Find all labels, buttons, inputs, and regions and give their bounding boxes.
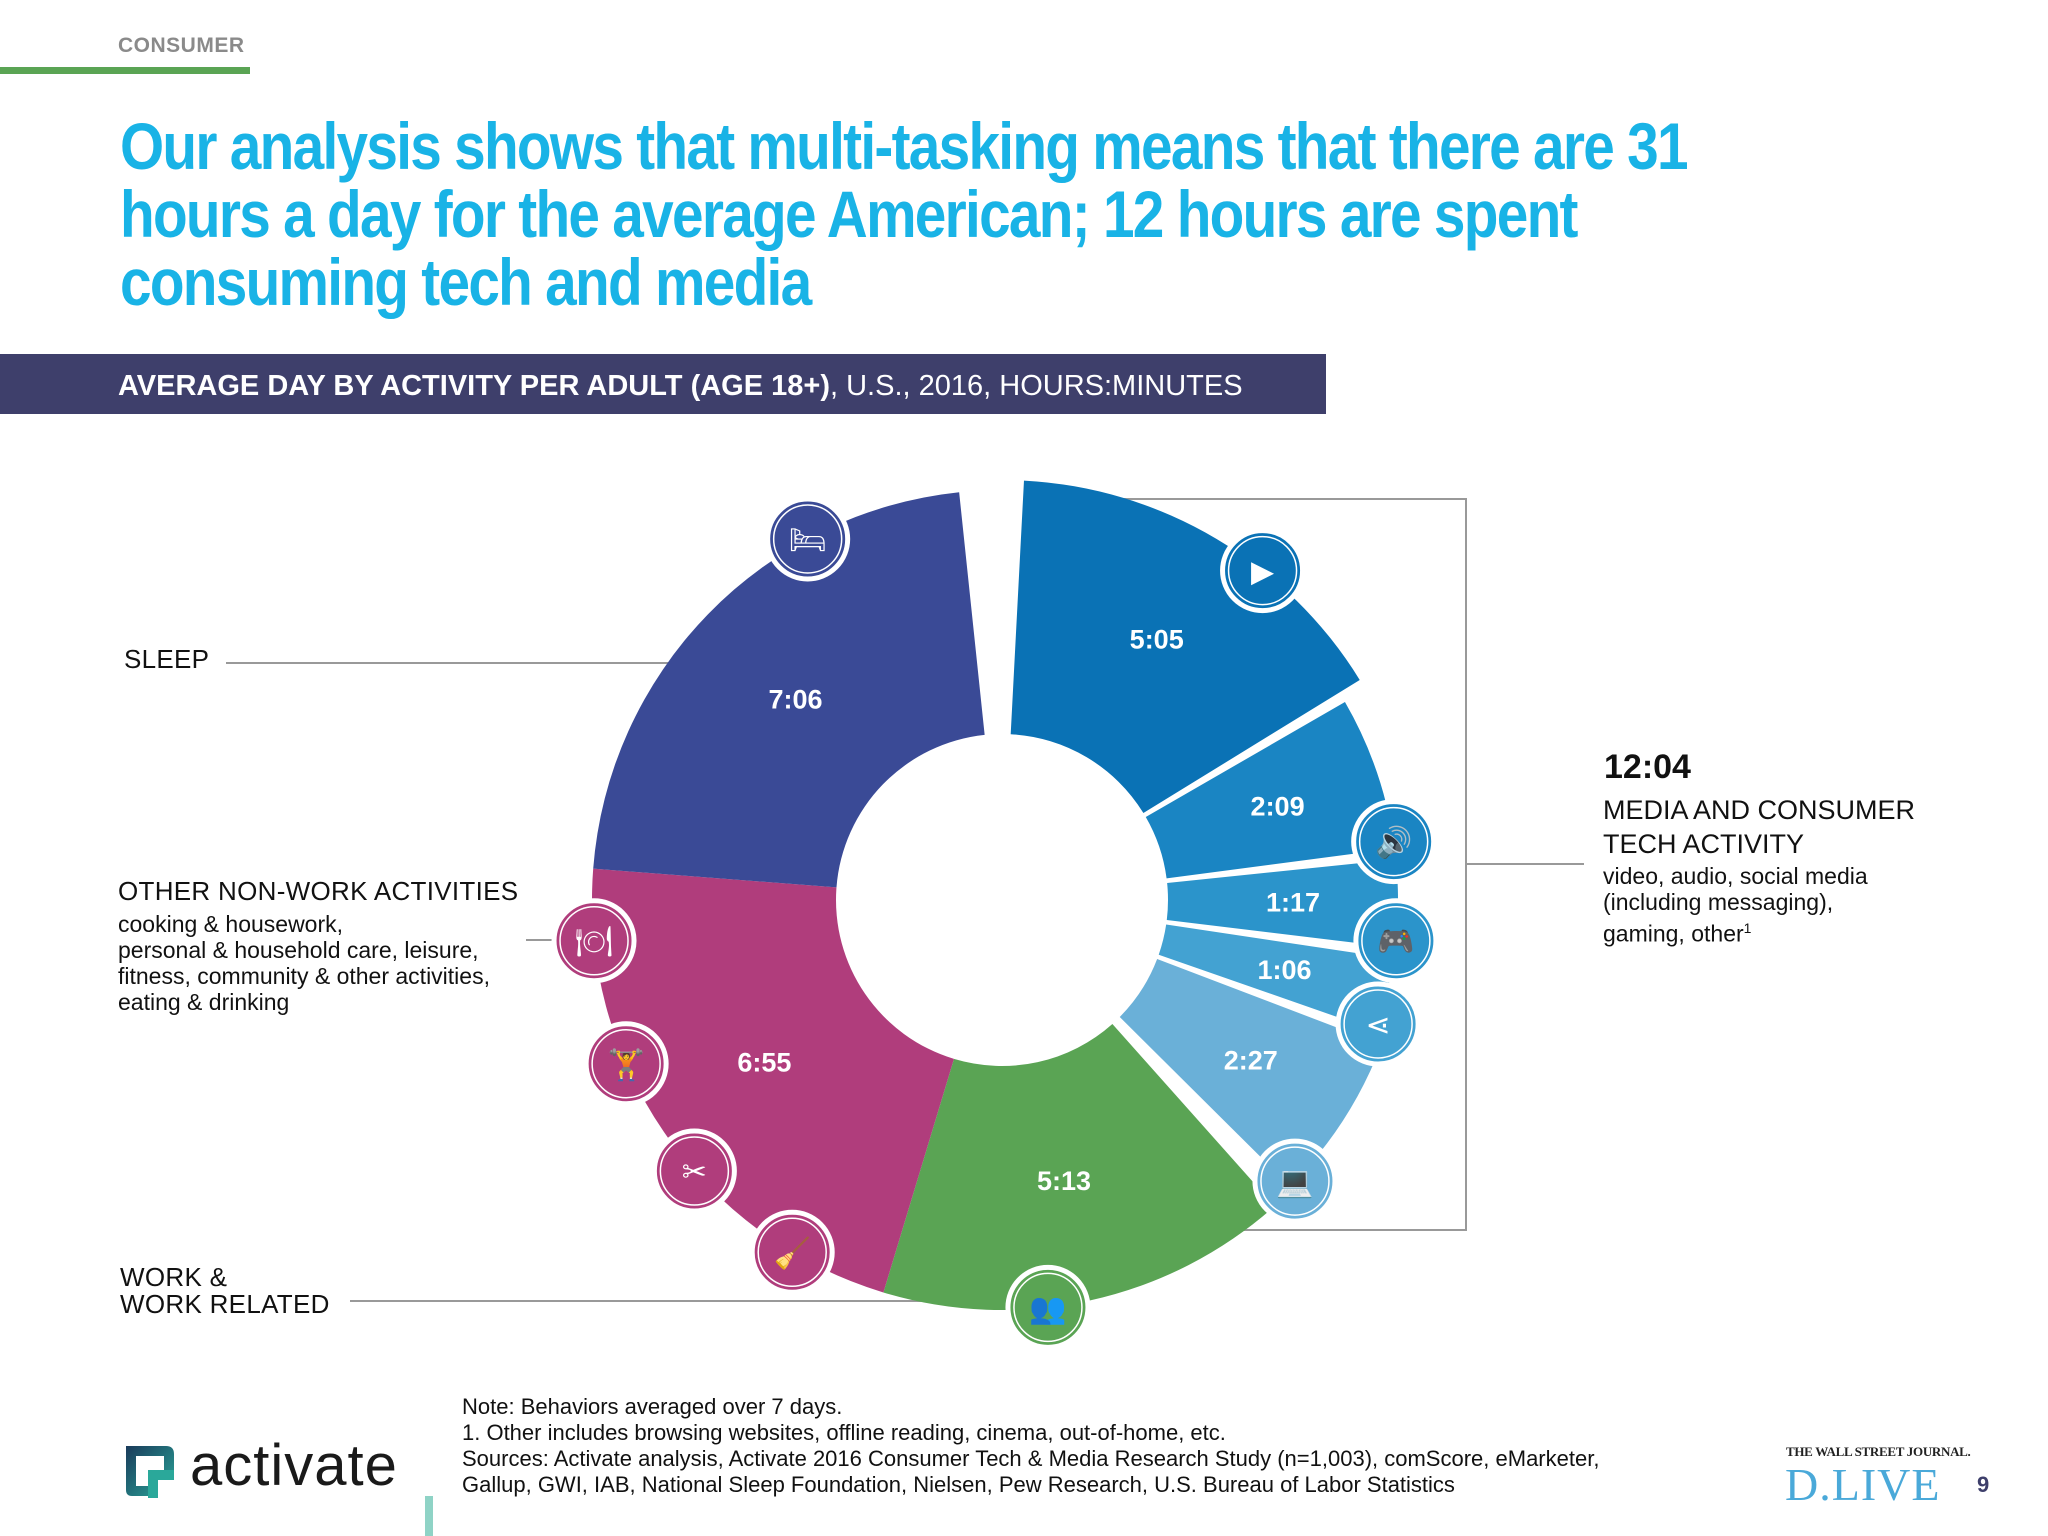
svg-text:🍽: 🍽 [575,925,613,960]
svg-text:🛏: 🛏 [789,523,827,558]
dining-icon: 🍽 [551,898,637,984]
slice-value-label: 2:09 [1251,792,1305,822]
meeting-icon: 👥 [1005,1264,1091,1350]
laptop-icon: 💻 [1252,1138,1338,1224]
slice-value-label: 1:06 [1257,955,1311,985]
audio-icon: 🔊 [1351,799,1437,885]
media-total: 12:04 [1604,748,1691,786]
cleaning-icon: 🧹 [749,1209,835,1295]
note-line: Note: Behaviors averaged over 7 days. [462,1394,843,1419]
svg-text:🧹: 🧹 [774,1235,811,1271]
svg-text:⋖: ⋖ [1366,1008,1391,1043]
sources-line1: Sources: Activate analysis, Activate 201… [462,1446,1600,1471]
svg-text:🏋: 🏋 [607,1047,644,1083]
chart-subtitle: AVERAGE DAY BY ACTIVITY PER ADULT (AGE 1… [118,370,1243,403]
activate-logo-icon [126,1446,174,1498]
media-sub-line2: (including messaging), [1603,889,1834,915]
slice-value-label: 6:55 [737,1048,791,1078]
page-number: 9 [1977,1472,1990,1497]
media-title-line1: MEDIA AND CONSUMER [1603,795,1916,825]
slice-1-17 [1166,859,1398,948]
svg-text:👥: 👥 [1029,1291,1066,1326]
dlive-wordmark: D.LIVE [1785,1459,1941,1510]
slice-value-label: 5:13 [1037,1166,1091,1196]
footnote-marker: 1 [1743,920,1752,936]
media-sub-line3-text: gaming, other [1603,920,1744,947]
accent-bar [425,1496,433,1536]
footer-notes: Note: Behaviors averaged over 7 days. 1.… [462,1394,1599,1498]
wsj-wordmark: THE WALL STREET JOURNAL. [1786,1444,1971,1459]
chart-banner [0,354,1326,414]
media-sub: video, audio, social media (including me… [1603,863,1868,947]
media-sub-line1: video, audio, social media [1603,863,1868,889]
svg-text:✂: ✂ [682,1155,707,1190]
bed-icon: 🛏 [765,496,851,582]
media-sub-line3: gaming, other1 [1603,915,1868,947]
video-icon: ▶ [1220,528,1306,614]
svg-text:▶: ▶ [1251,555,1274,590]
fitness-icon: 🏋 [583,1021,669,1107]
work-label: WORK & WORK RELATED [120,1264,330,1318]
slice-7-06 [593,492,985,888]
slice-value-label: 1:17 [1266,888,1320,918]
media-title: MEDIA AND CONSUMER TECH ACTIVITY [1603,793,1915,861]
svg-text:🔊: 🔊 [1375,824,1412,861]
grooming-icon: ✂ [651,1128,737,1214]
share-icon: ⋖ [1335,981,1421,1067]
sleep-label: SLEEP [124,644,210,674]
footnote-line: 1. Other includes browsing websites, off… [462,1420,1226,1445]
work-label-line1: WORK & [120,1262,228,1292]
slice-value-label: 5:05 [1130,624,1184,654]
slice-2-09 [1145,702,1395,879]
slice-1-06 [1158,924,1394,1031]
chart-subtitle-bold: AVERAGE DAY BY ACTIVITY PER ADULT (AGE 1… [118,370,830,402]
other-activities-sub: cooking & housework, personal & househol… [118,911,490,1015]
slice-2-27 [1119,959,1382,1187]
sources-line2: Gallup, GWI, IAB, National Sleep Foundat… [462,1472,1455,1497]
slice-value-label: 2:27 [1224,1045,1278,1075]
slice-6-55 [592,868,954,1293]
gamepad-icon: 🎮 [1353,898,1439,984]
chart-subtitle-rest: , U.S., 2016, HOURS:MINUTES [830,370,1243,402]
headline: Our analysis shows that multi-tasking me… [120,109,1689,319]
slice-value-label: 7:06 [768,684,822,714]
svg-text:🎮: 🎮 [1377,925,1414,960]
section-label: CONSUMER [118,34,245,57]
slice-5-05 [1010,480,1360,814]
svg-text:💻: 💻 [1276,1165,1313,1200]
slice-5-13 [883,1023,1275,1310]
other-activities-label: OTHER NON-WORK ACTIVITIES [118,876,519,906]
media-title-line2: TECH ACTIVITY [1603,829,1805,859]
section-rule [0,67,250,74]
work-label-line2: WORK RELATED [120,1289,330,1319]
activate-wordmark: activate [190,1433,398,1498]
